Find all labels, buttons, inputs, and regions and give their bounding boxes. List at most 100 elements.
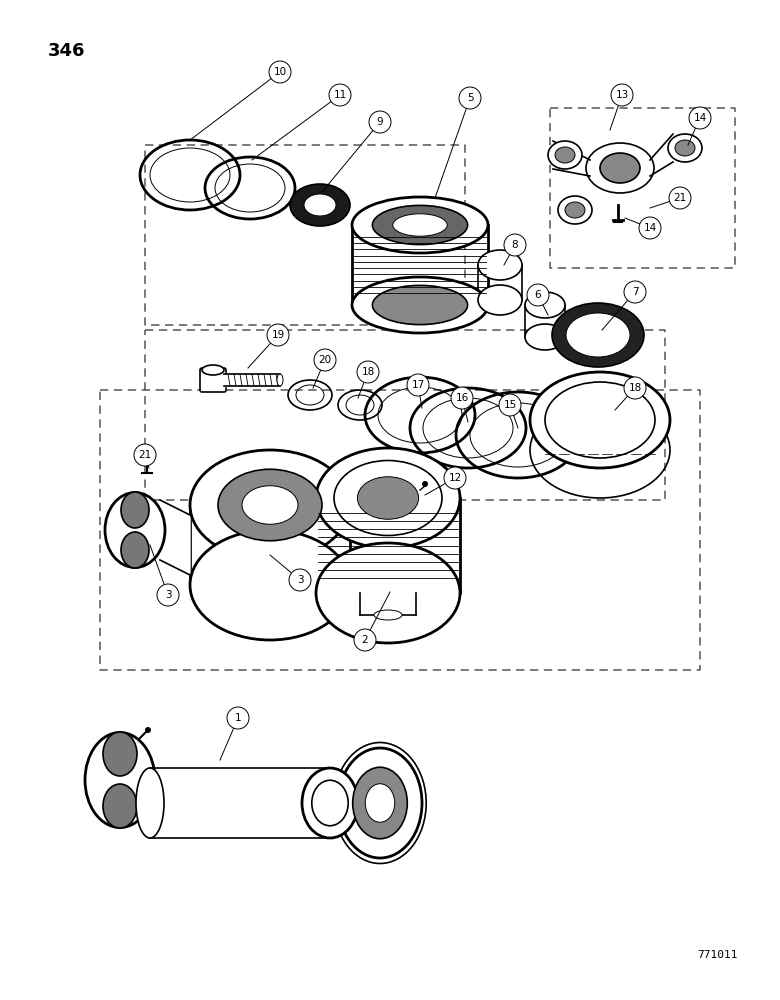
Text: 2: 2: [362, 635, 368, 645]
Circle shape: [329, 84, 351, 106]
Ellipse shape: [85, 732, 155, 828]
Text: 10: 10: [274, 67, 286, 77]
Ellipse shape: [105, 492, 165, 568]
Ellipse shape: [103, 784, 137, 828]
Text: 6: 6: [534, 290, 541, 300]
Ellipse shape: [372, 285, 467, 325]
Ellipse shape: [121, 532, 149, 568]
Ellipse shape: [566, 313, 630, 357]
Text: 21: 21: [138, 450, 151, 460]
Text: 14: 14: [693, 113, 707, 123]
Ellipse shape: [530, 372, 670, 468]
Circle shape: [669, 187, 691, 209]
Ellipse shape: [334, 460, 442, 536]
Circle shape: [624, 377, 646, 399]
Ellipse shape: [338, 748, 422, 858]
Circle shape: [289, 569, 311, 591]
Text: 771011: 771011: [697, 950, 738, 960]
Ellipse shape: [277, 374, 283, 386]
FancyBboxPatch shape: [200, 368, 226, 392]
Ellipse shape: [374, 610, 402, 620]
Text: 12: 12: [448, 473, 462, 483]
Text: 13: 13: [615, 90, 629, 100]
Ellipse shape: [525, 324, 565, 350]
Text: 15: 15: [503, 400, 516, 410]
Text: 9: 9: [377, 117, 383, 127]
Polygon shape: [160, 500, 190, 575]
Circle shape: [227, 707, 249, 729]
Ellipse shape: [136, 768, 164, 838]
Text: 8: 8: [512, 240, 519, 250]
Circle shape: [499, 394, 521, 416]
Circle shape: [459, 87, 481, 109]
Ellipse shape: [372, 205, 467, 245]
Ellipse shape: [552, 303, 644, 367]
Text: 20: 20: [318, 355, 331, 365]
Ellipse shape: [312, 780, 348, 826]
Text: 18: 18: [629, 383, 642, 393]
Polygon shape: [224, 374, 280, 386]
Text: 5: 5: [466, 93, 473, 103]
Ellipse shape: [478, 285, 522, 315]
Circle shape: [451, 387, 473, 409]
Circle shape: [689, 107, 711, 129]
Circle shape: [357, 361, 379, 383]
Ellipse shape: [675, 140, 695, 156]
Circle shape: [639, 217, 661, 239]
Ellipse shape: [143, 454, 151, 460]
Ellipse shape: [586, 143, 654, 193]
Circle shape: [407, 374, 429, 396]
Ellipse shape: [668, 134, 702, 162]
Ellipse shape: [565, 202, 585, 218]
Ellipse shape: [393, 214, 447, 236]
Circle shape: [354, 629, 376, 651]
Text: 16: 16: [456, 393, 469, 403]
Circle shape: [145, 727, 151, 733]
Text: 1: 1: [235, 713, 241, 723]
Circle shape: [611, 84, 633, 106]
Ellipse shape: [218, 469, 322, 541]
Text: 7: 7: [632, 287, 638, 297]
Ellipse shape: [316, 448, 460, 548]
Text: 346: 346: [48, 42, 86, 60]
Circle shape: [134, 444, 156, 466]
Circle shape: [157, 584, 179, 606]
Text: 3: 3: [296, 575, 303, 585]
Ellipse shape: [304, 194, 336, 216]
Text: 21: 21: [673, 193, 686, 203]
Polygon shape: [360, 593, 416, 615]
Circle shape: [369, 111, 391, 133]
Ellipse shape: [352, 277, 488, 333]
Ellipse shape: [365, 784, 395, 822]
Polygon shape: [150, 768, 330, 838]
Ellipse shape: [353, 767, 407, 839]
Ellipse shape: [290, 184, 350, 226]
Ellipse shape: [121, 492, 149, 528]
Ellipse shape: [525, 292, 565, 318]
Circle shape: [267, 324, 289, 346]
Circle shape: [444, 467, 466, 489]
Ellipse shape: [548, 141, 582, 169]
Ellipse shape: [558, 196, 592, 224]
Text: 17: 17: [411, 380, 424, 390]
Circle shape: [422, 481, 428, 487]
Ellipse shape: [600, 153, 640, 183]
Ellipse shape: [555, 147, 575, 163]
Circle shape: [269, 61, 291, 83]
Text: 18: 18: [361, 367, 374, 377]
Ellipse shape: [302, 768, 358, 838]
Ellipse shape: [316, 543, 460, 643]
Circle shape: [314, 349, 336, 371]
Ellipse shape: [190, 450, 350, 560]
Text: 11: 11: [333, 90, 346, 100]
Text: 3: 3: [165, 590, 172, 600]
Ellipse shape: [190, 530, 350, 640]
Ellipse shape: [202, 365, 224, 375]
Ellipse shape: [242, 486, 298, 524]
Ellipse shape: [352, 197, 488, 253]
Circle shape: [504, 234, 526, 256]
Circle shape: [624, 281, 646, 303]
Text: 14: 14: [644, 223, 657, 233]
Ellipse shape: [103, 732, 137, 776]
Text: 19: 19: [271, 330, 285, 340]
